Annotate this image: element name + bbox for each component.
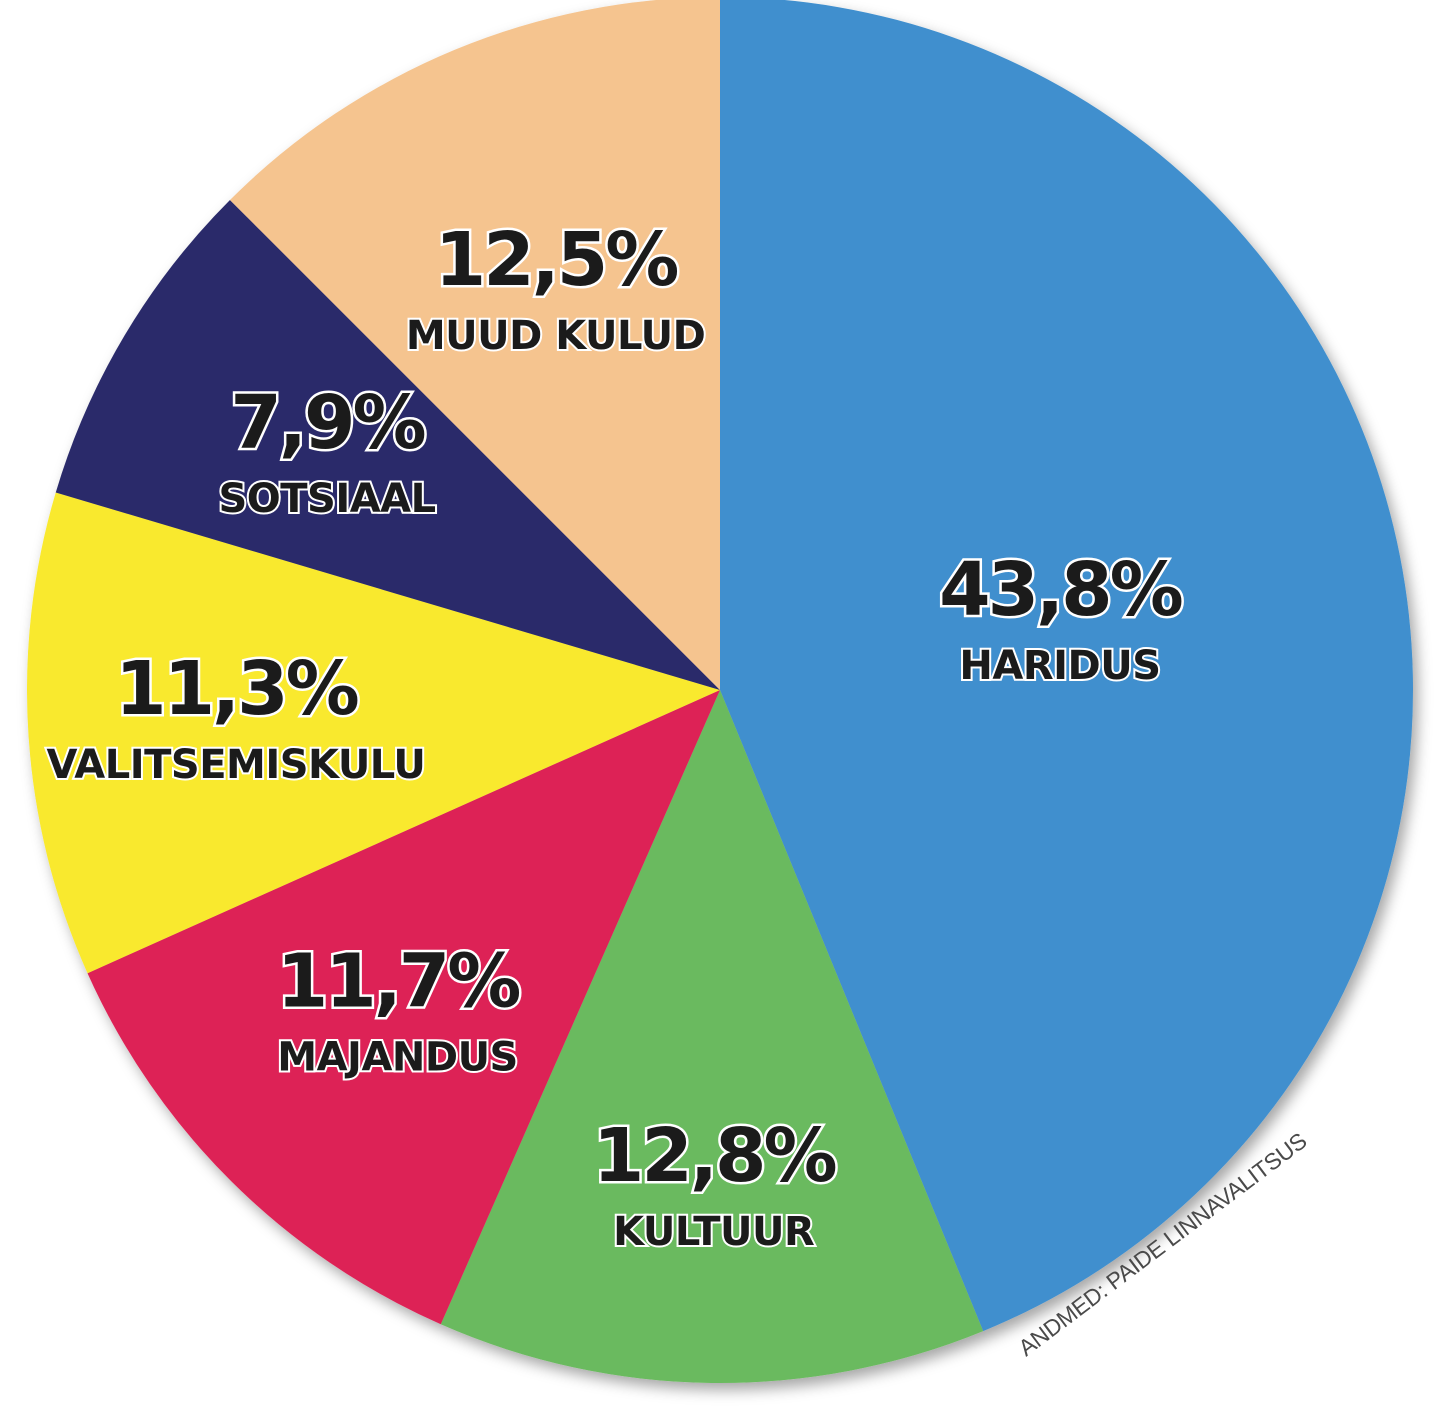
pie-slice-sotsiaal <box>55 199 721 690</box>
pie-labels: 43,8% HARIDUS 12,8% KULTUUR 11,7% MAJANDUS 11,… <box>45 215 1188 1257</box>
slice-value-label: 7,9% <box>230 380 424 466</box>
slice-category-label: MUUD KULUD <box>406 313 705 359</box>
slice-value-label: 43,8% <box>939 547 1182 633</box>
slice-value-label: 11,3% <box>115 646 358 732</box>
slice-category-label: VALITSEMISKULU <box>47 742 426 788</box>
pie-slices <box>27 0 1413 1383</box>
slice-value-label: 11,7% <box>277 938 520 1024</box>
slice-category-label: KULTUUR <box>613 1209 814 1255</box>
pie-slice-majandus <box>87 690 720 1325</box>
slice-value-label: 12,5% <box>435 217 678 303</box>
pie-slice-haridus <box>720 0 1413 1332</box>
slice-value-label: 12,8% <box>593 1113 836 1199</box>
slice-category-label: MAJANDUS <box>277 1034 518 1080</box>
pie-slice-valitsemiskulu <box>27 492 721 974</box>
pie-slice-kultuur <box>440 690 984 1383</box>
slice-category-label: HARIDUS <box>959 643 1160 689</box>
slice-category-label: SOTSIAAL <box>218 476 435 522</box>
pie-slice-muud-kulud <box>229 0 720 690</box>
